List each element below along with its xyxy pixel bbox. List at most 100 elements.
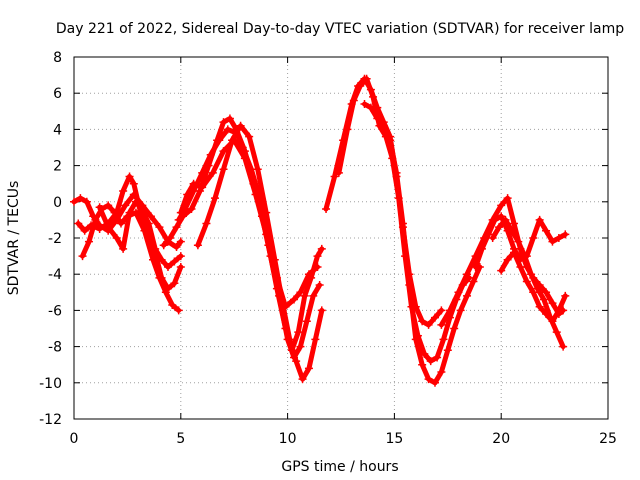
data-point-marker: [548, 299, 557, 308]
y-tick-label: -4: [48, 267, 62, 283]
data-point-marker: [84, 237, 93, 246]
data-point-marker: [490, 215, 499, 224]
data-point-marker: [424, 320, 433, 329]
y-tick-label: 4: [53, 122, 62, 138]
data-point-marker: [285, 335, 294, 344]
data-point-marker: [445, 306, 454, 315]
data-point-marker: [514, 237, 523, 246]
data-point-marker: [450, 324, 459, 333]
data-point-marker: [170, 257, 179, 266]
data-point-marker: [471, 262, 480, 271]
data-point-marker: [138, 206, 147, 215]
data-point-marker: [503, 194, 512, 203]
data-point-marker: [317, 244, 326, 253]
chart-title: Day 221 of 2022, Sidereal Day-to-day VTE…: [56, 21, 624, 37]
y-tick-label: -2: [48, 231, 62, 247]
y-tick-label: 0: [53, 195, 62, 211]
data-point-marker: [210, 194, 219, 203]
data-point-marker: [366, 103, 375, 112]
data-point-marker: [296, 342, 305, 351]
data-point-marker: [189, 179, 198, 188]
data-point-marker: [157, 255, 166, 264]
data-point-marker: [76, 194, 85, 203]
data-point-marker: [149, 255, 158, 264]
x-axis-label: GPS time / hours: [281, 459, 398, 475]
data-point-marker: [290, 295, 299, 304]
data-point-marker: [193, 241, 202, 250]
data-point-marker: [174, 306, 183, 315]
data-point-marker: [542, 226, 551, 235]
data-point-marker: [317, 306, 326, 315]
data-point-marker: [437, 367, 446, 376]
series-trace: [323, 76, 444, 328]
data-point-marker: [516, 262, 525, 271]
data-point-marker: [315, 281, 324, 290]
data-point-marker: [206, 150, 215, 159]
data-point-marker: [183, 190, 192, 199]
data-point-marker: [313, 252, 322, 261]
data-point-marker: [561, 230, 570, 239]
data-point-marker: [362, 74, 371, 83]
data-point-marker: [379, 121, 388, 130]
data-point-marker: [119, 186, 128, 195]
data-point-marker: [426, 357, 435, 366]
data-point-marker: [146, 212, 155, 221]
x-tick-label: 5: [176, 431, 185, 447]
x-tick-label: 15: [385, 431, 403, 447]
data-point-marker: [95, 203, 104, 212]
data-point-marker: [170, 279, 179, 288]
data-point-marker: [159, 241, 168, 250]
data-point-marker: [272, 273, 281, 282]
data-point-marker: [322, 205, 331, 214]
data-point-marker: [520, 252, 529, 261]
data-point-marker: [559, 342, 568, 351]
series-arc-4: [95, 197, 185, 271]
data-point-marker: [418, 317, 427, 326]
data-point-marker: [398, 219, 407, 228]
data-series: [70, 74, 570, 387]
data-point-marker: [424, 375, 433, 384]
data-point-marker: [463, 291, 472, 300]
data-point-marker: [104, 223, 113, 232]
y-tick-label: -12: [39, 412, 62, 428]
data-point-marker: [497, 212, 506, 221]
series-arc-11: [360, 100, 484, 387]
data-point-marker: [129, 179, 138, 188]
data-point-marker: [245, 132, 254, 141]
data-point-marker: [236, 121, 245, 130]
data-point-marker: [552, 328, 561, 337]
data-point-marker: [296, 288, 305, 297]
data-point-marker: [334, 168, 343, 177]
data-point-marker: [112, 234, 121, 242]
data-point-marker: [215, 136, 224, 145]
data-point-marker: [78, 252, 87, 261]
data-point-marker: [151, 244, 160, 253]
data-point-marker: [311, 335, 320, 344]
data-point-marker: [253, 165, 262, 174]
data-point-marker: [507, 226, 516, 235]
data-point-marker: [373, 114, 382, 123]
data-point-marker: [110, 208, 119, 217]
y-tick-label: 2: [53, 159, 62, 175]
x-axis: 0 5 10 15 20 25: [70, 57, 617, 447]
data-point-marker: [144, 219, 153, 228]
data-point-marker: [223, 125, 232, 134]
data-point-marker: [454, 288, 463, 297]
data-point-marker: [292, 357, 301, 366]
data-point-marker: [548, 237, 557, 246]
x-tick-label: 20: [492, 431, 510, 447]
series-arc-8: [176, 136, 322, 311]
data-point-marker: [298, 375, 307, 384]
data-point-marker: [219, 147, 228, 156]
data-point-marker: [240, 154, 249, 163]
data-point-marker: [443, 346, 452, 355]
data-point-marker: [533, 284, 542, 293]
data-point-marker: [176, 252, 185, 261]
data-point-marker: [392, 168, 401, 177]
series-trace: [80, 202, 182, 313]
data-point-marker: [262, 208, 271, 217]
data-point-marker: [198, 168, 207, 177]
data-point-marker: [433, 353, 442, 362]
data-point-marker: [349, 96, 358, 105]
data-point-marker: [161, 288, 170, 297]
